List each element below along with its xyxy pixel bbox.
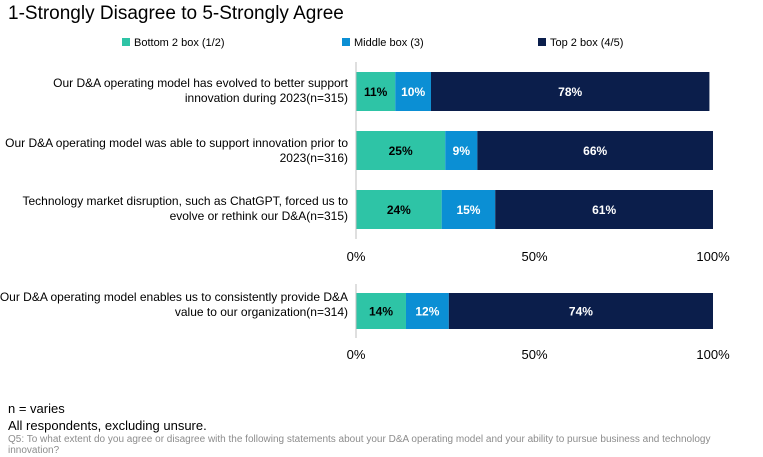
data-label: 10% xyxy=(401,85,425,99)
data-label: 12% xyxy=(415,305,439,319)
x-tick-label: 50% xyxy=(521,249,547,264)
x-tick-label: 100% xyxy=(696,249,730,264)
bar-segment-bottom-2-box xyxy=(356,190,442,229)
legend-swatch-middle-box xyxy=(342,38,350,46)
category-label: Technology market disruption, such as Ch… xyxy=(22,194,349,223)
legend-swatch-top-2-box xyxy=(538,38,546,46)
bar-segment-middle-box xyxy=(395,72,431,111)
bar-segment-middle-box xyxy=(441,190,496,229)
bar-segment-bottom-2-box xyxy=(356,72,396,111)
data-label: 74% xyxy=(569,305,593,319)
footnote-base: All respondents, excluding unsure. xyxy=(8,418,207,433)
category-label: Our D&A operating model enables us to co… xyxy=(0,290,348,319)
x-tick-label: 50% xyxy=(521,347,547,362)
legend-label-top-2-box: Top 2 box (4/5) xyxy=(550,37,624,49)
bar-segment-middle-box xyxy=(445,131,478,170)
bar-segment-bottom-2-box xyxy=(356,131,446,170)
data-label: 11% xyxy=(364,85,388,99)
bar-segment-top-2-box xyxy=(448,293,713,329)
x-tick-label: 100% xyxy=(696,347,730,362)
legend-item-top-2-box: Top 2 box (4/5) xyxy=(538,37,623,51)
bar-segment-bottom-2-box xyxy=(356,293,406,329)
data-label: 25% xyxy=(389,144,413,158)
data-label: 61% xyxy=(592,203,616,217)
data-label: 66% xyxy=(583,144,607,158)
x-tick-label: 0% xyxy=(347,347,366,362)
data-label: 78% xyxy=(558,85,582,99)
legend-label-bottom-2-box: Bottom 2 box (1/2) xyxy=(134,37,225,49)
data-label: 24% xyxy=(387,203,411,217)
bar-segment-top-2-box xyxy=(495,190,713,229)
x-tick-label: 0% xyxy=(347,249,366,264)
legend-label-middle-box: Middle box (3) xyxy=(354,37,424,49)
footnote-sample-size: n = varies xyxy=(8,401,65,416)
legend-item-bottom-2-box: Bottom 2 box (1/2) xyxy=(122,37,225,51)
bar-segment-top-2-box xyxy=(430,72,710,111)
chart-title: 1-Strongly Disagree to 5-Strongly Agree xyxy=(8,3,344,24)
data-label: 9% xyxy=(453,144,471,158)
data-label: 15% xyxy=(456,203,480,217)
legend-item-middle-box: Middle box (3) xyxy=(342,37,424,51)
data-label: 14% xyxy=(369,305,393,319)
legend-swatch-bottom-2-box xyxy=(122,38,130,46)
footnote-question: Q5: To what extent do you agree or disag… xyxy=(8,434,711,456)
category-label: Our D&A operating model has evolved to b… xyxy=(53,76,348,105)
bar-segment-top-2-box xyxy=(477,131,713,170)
bar-segment-middle-box xyxy=(405,293,449,329)
category-label: Our D&A operating model was able to supp… xyxy=(5,136,348,165)
